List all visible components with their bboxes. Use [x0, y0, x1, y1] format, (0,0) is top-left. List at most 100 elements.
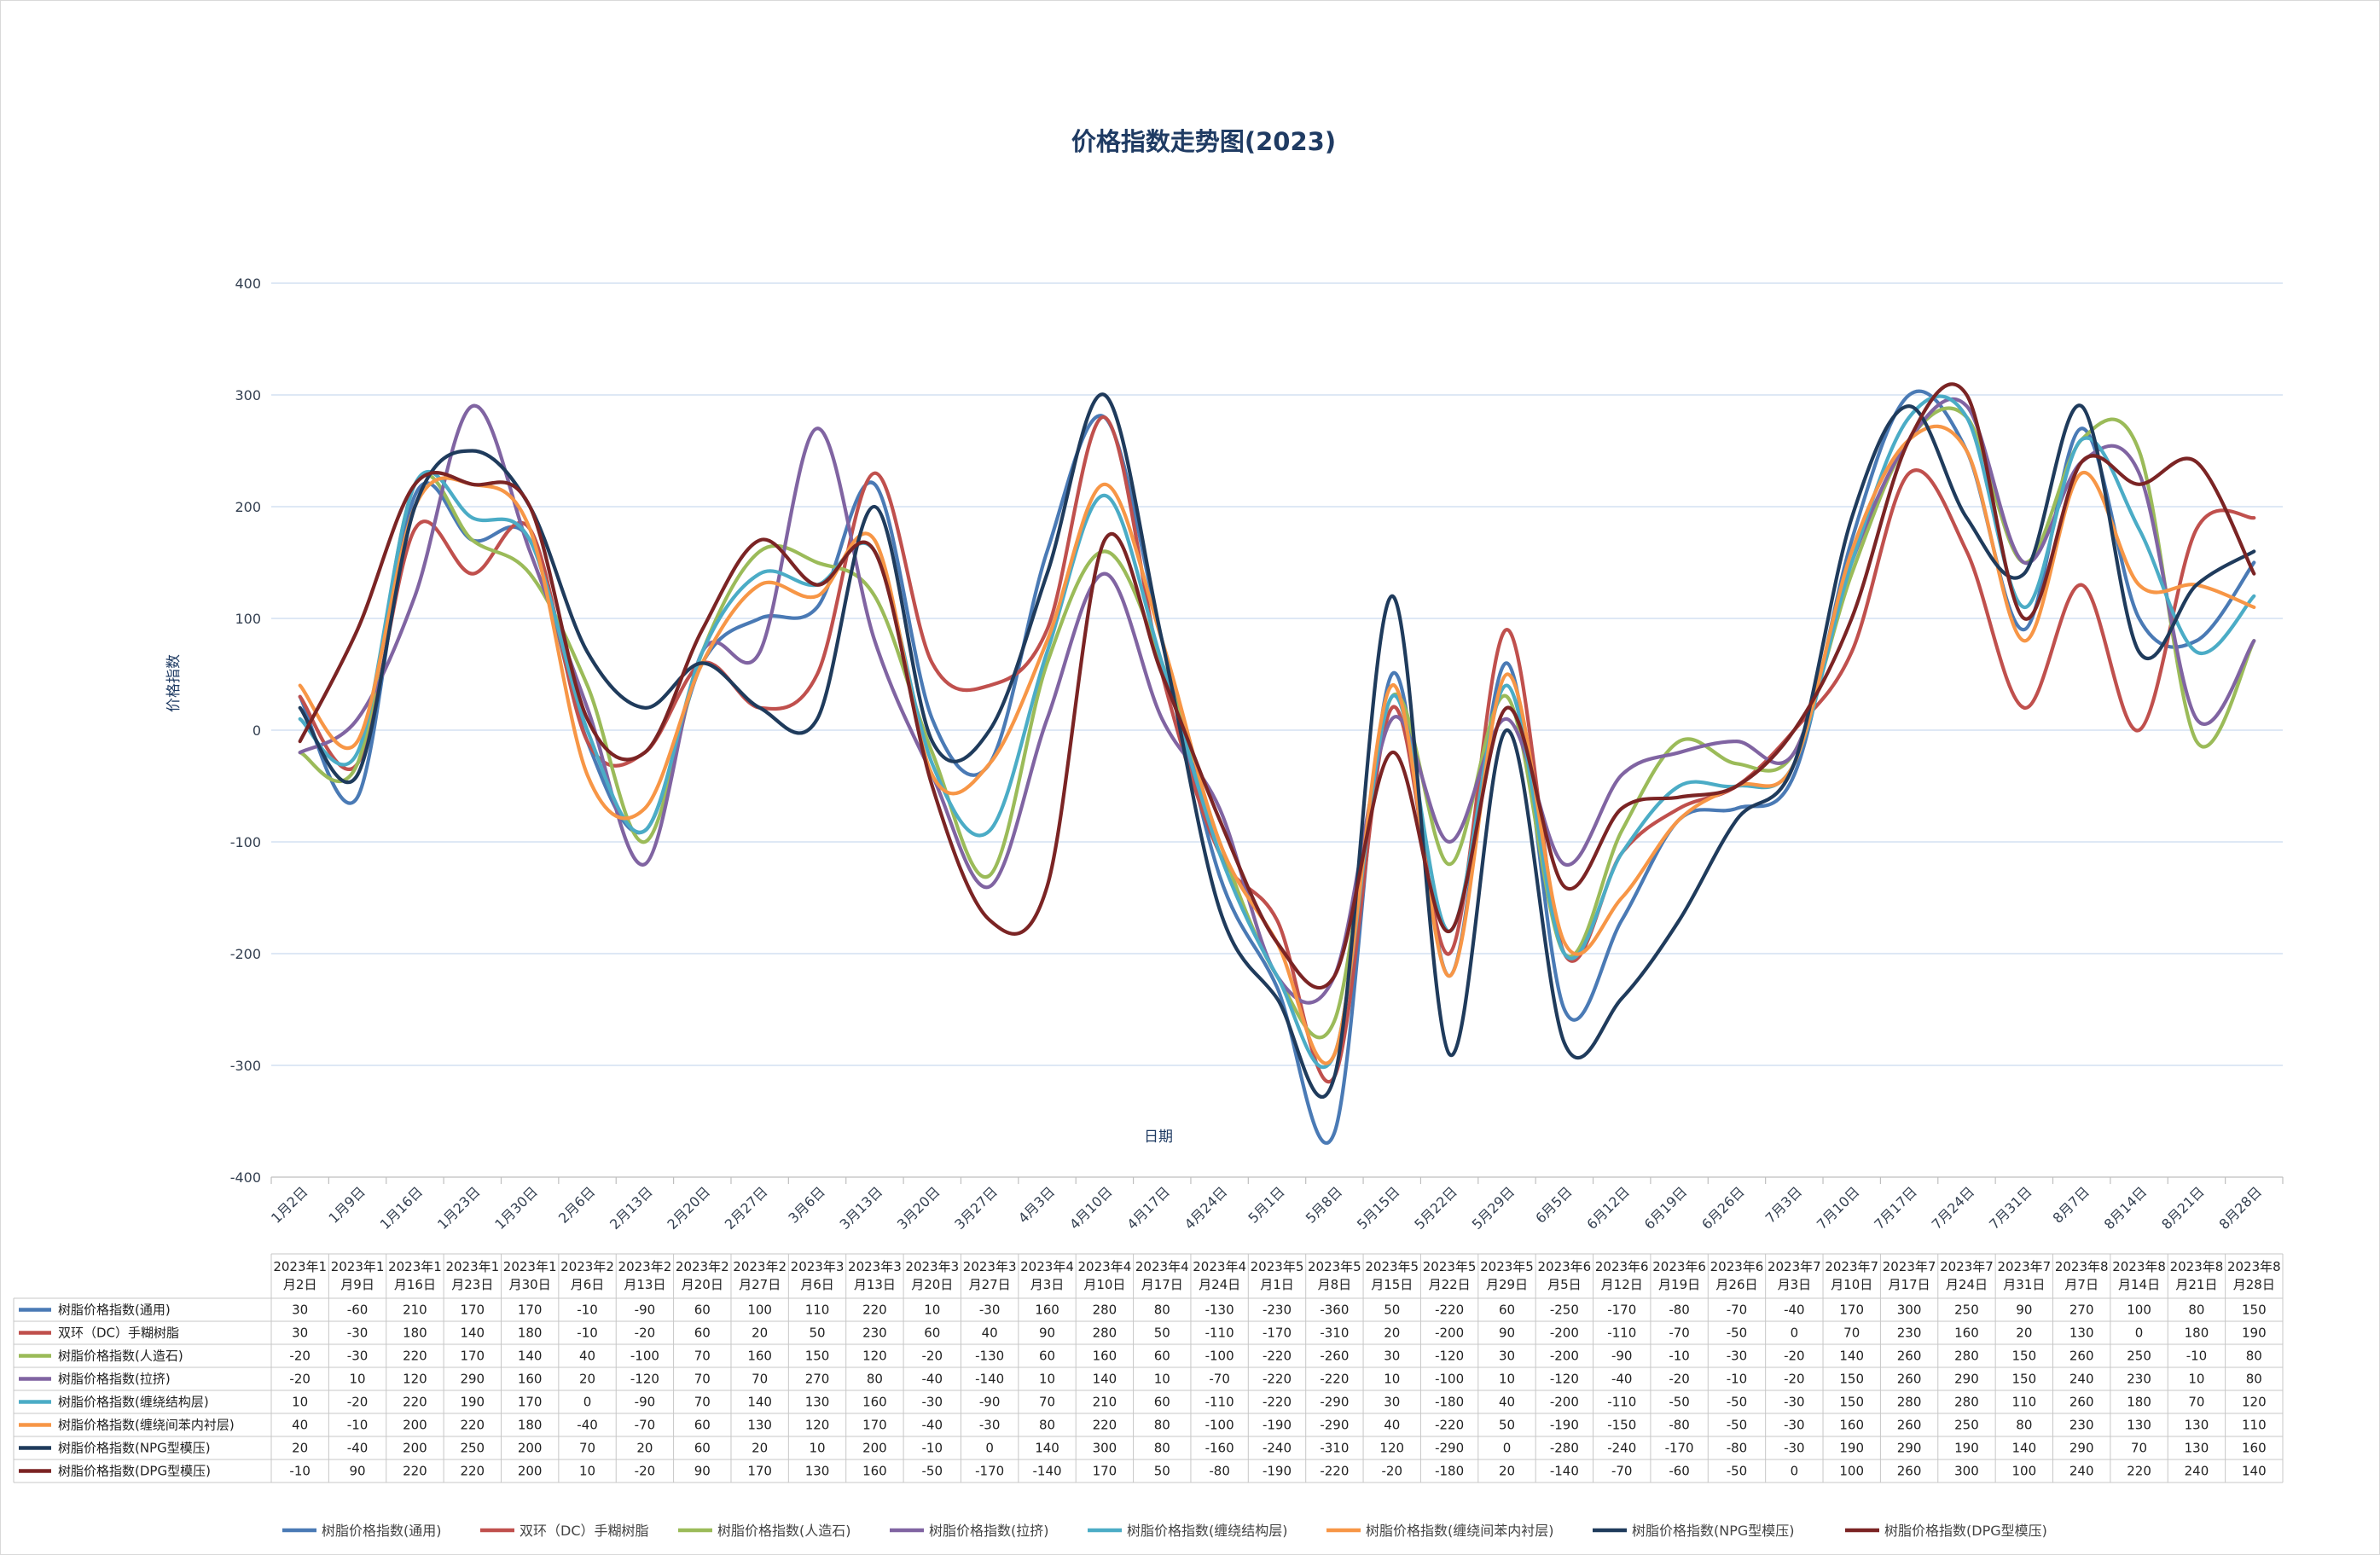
table-cell: 300 [1954, 1464, 1979, 1479]
table-cell: 200 [403, 1441, 427, 1456]
table-cell: 80 [2246, 1349, 2262, 1364]
table-cell: 80 [1154, 1441, 1170, 1456]
table-cell: 140 [747, 1395, 772, 1410]
table-cell: 130 [805, 1464, 830, 1479]
table-cell: -260 [1320, 1349, 1349, 1364]
table-cell: -100 [1205, 1418, 1234, 1433]
table-cell: -230 [1263, 1303, 1292, 1318]
table-cell: -130 [1205, 1303, 1234, 1318]
table-cell: 150 [2012, 1349, 2037, 1364]
table-cell: -290 [1320, 1418, 1349, 1433]
table-cell: 280 [1897, 1395, 1922, 1410]
table-cell: 190 [1839, 1441, 1864, 1456]
table-cell: 220 [862, 1303, 887, 1318]
table-header-cell: 月26日 [1715, 1277, 1757, 1292]
table-cell: -220 [1435, 1303, 1464, 1318]
table-series-name: 树脂价格指数(缠绕结构层) [58, 1395, 209, 1410]
table-cell: -220 [1263, 1372, 1292, 1387]
table-cell: 150 [1839, 1395, 1864, 1410]
table-cell: -30 [1727, 1349, 1748, 1364]
table-cell: -70 [1611, 1464, 1633, 1479]
table-header-cell: 2023年6 [1710, 1259, 1764, 1274]
table-cell: 160 [862, 1464, 887, 1479]
table-cell: 210 [403, 1303, 427, 1318]
table-header-cell: 2023年5 [1308, 1259, 1361, 1274]
y-tick-label: -400 [230, 1169, 261, 1186]
table-header-cell: 月10日 [1831, 1277, 1872, 1292]
table-cell: 140 [460, 1326, 485, 1341]
table-cell: 300 [1897, 1303, 1922, 1318]
table-cell: -80 [1209, 1464, 1230, 1479]
y-tick-label: 400 [235, 276, 261, 292]
table-cell: 20 [579, 1372, 595, 1387]
table-header-cell: 2023年7 [1997, 1259, 2051, 1274]
table-cell: -30 [1784, 1395, 1805, 1410]
table-cell: 30 [1499, 1349, 1515, 1364]
table-cell: -290 [1320, 1395, 1349, 1410]
table-cell: -10 [347, 1418, 369, 1433]
legend: 树脂价格指数(通用) 双环（DC）手糊树脂 树脂价格指数(人造石) 树脂价格指数(拉挤… [282, 1523, 2047, 1539]
table-cell: 210 [1093, 1395, 1117, 1410]
chart-title: 价格指数走势图(2023) [1071, 127, 1336, 156]
table-cell: 50 [1154, 1464, 1170, 1479]
table-cell: 150 [1839, 1372, 1864, 1387]
table-header-cell: 月13日 [854, 1277, 896, 1292]
table-cell: -80 [1669, 1418, 1690, 1433]
table-cell: 160 [518, 1372, 543, 1387]
table-cell: 120 [805, 1418, 830, 1433]
table-cell: -120 [630, 1372, 659, 1387]
table-cell: 40 [982, 1326, 998, 1341]
table-header-cell: 月24日 [1199, 1277, 1240, 1292]
table-cell: 140 [1839, 1349, 1864, 1364]
table-series-name: 双环（DC）手糊树脂 [58, 1326, 179, 1341]
table-cell: 100 [1839, 1464, 1864, 1479]
table-header-cell: 月28日 [2233, 1277, 2275, 1292]
x-tick-label: 8月28日 [2215, 1183, 2265, 1233]
table-cell: 280 [1093, 1326, 1117, 1341]
table-header-cell: 2023年8 [2112, 1259, 2166, 1274]
table-header-cell: 2023年7 [1768, 1259, 1821, 1274]
table-cell: -110 [1607, 1326, 1636, 1341]
table-cell: 10 [1384, 1372, 1400, 1387]
table-cell: -30 [347, 1349, 369, 1364]
table-cell: 260 [1897, 1349, 1922, 1364]
table-cell: -10 [2186, 1349, 2208, 1364]
table-cell: 200 [403, 1418, 427, 1433]
table-cell: 300 [1093, 1441, 1117, 1456]
table-cell: 90 [694, 1464, 711, 1479]
table-cell: -220 [1320, 1464, 1349, 1479]
table-cell: 180 [518, 1418, 543, 1433]
table-cell: 20 [292, 1441, 308, 1456]
table-cell: 10 [292, 1395, 308, 1410]
table-header-cell: 2023年2 [618, 1259, 672, 1274]
table-header-cell: 2023年2 [676, 1259, 729, 1274]
x-tick-label: 7月31日 [1986, 1183, 2035, 1233]
table-cell: -240 [1607, 1441, 1636, 1456]
table-cell: 180 [2127, 1395, 2151, 1410]
y-tick-label: 300 [235, 387, 261, 403]
table-cell: 270 [805, 1372, 830, 1387]
table-cell: 40 [579, 1349, 595, 1364]
table-cell: 280 [1093, 1303, 1117, 1318]
table-cell: -90 [1611, 1349, 1633, 1364]
table-cell: 170 [518, 1303, 543, 1318]
x-tick-label: 6月12日 [1583, 1183, 1633, 1233]
table-header-cell: 月3日 [1778, 1277, 1812, 1292]
table-cell: 160 [2242, 1441, 2267, 1456]
table-cell: 60 [694, 1418, 711, 1433]
table-header-cell: 月27日 [739, 1277, 781, 1292]
table-header-cell: 2023年7 [1940, 1259, 1994, 1274]
x-tick-label: 5月1日 [1245, 1183, 1287, 1226]
table-cell: -150 [1607, 1418, 1636, 1433]
table-cell: -170 [1665, 1441, 1694, 1456]
x-tick-label: 4月10日 [1066, 1183, 1116, 1233]
table-header-cell: 2023年8 [2055, 1259, 2109, 1274]
table-cell: -40 [922, 1418, 943, 1433]
table-cell: 220 [2127, 1464, 2151, 1479]
gridlines [271, 282, 2283, 1178]
table-header-cell: 2023年3 [963, 1259, 1017, 1274]
table-cell: 0 [583, 1395, 592, 1410]
table-cell: -50 [1727, 1464, 1748, 1479]
table-cell: -290 [1435, 1441, 1464, 1456]
